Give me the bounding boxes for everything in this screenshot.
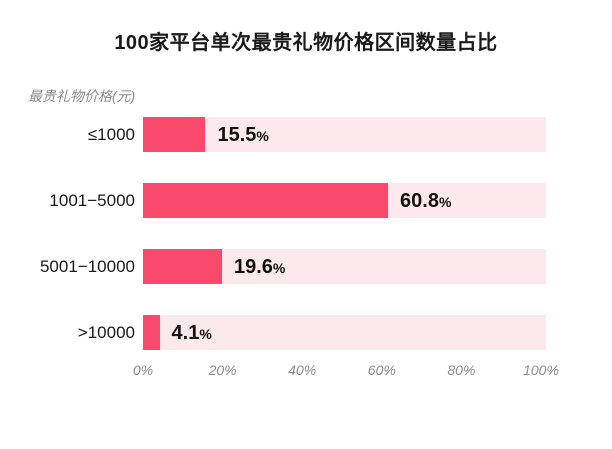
- bar-track: 19.6%: [143, 249, 546, 284]
- chart-title: 100家平台单次最贵礼物价格区间数量占比: [114, 32, 498, 54]
- value-number: 60.8: [400, 189, 439, 212]
- category-label: ≤1000: [87, 124, 135, 144]
- value-number: 4.1: [171, 321, 200, 344]
- value-unit: %: [438, 193, 452, 210]
- bar-row: 5001−10000 19.6%: [0, 249, 612, 284]
- bar: [143, 183, 389, 218]
- bar-rows: ≤1000 15.5% 1001−5000 60.8% 5001−10000 19.6% >…: [0, 117, 612, 381]
- value-label: 60.8%: [400, 191, 451, 211]
- category-label: >10000: [77, 322, 135, 342]
- value-unit: %: [272, 259, 286, 276]
- value-unit: %: [256, 127, 269, 144]
- value-label: 4.1%: [172, 323, 212, 343]
- x-tick-label: 40%: [288, 362, 317, 378]
- x-tick-label: 80%: [447, 362, 476, 378]
- bar-row: ≤1000 15.5%: [0, 117, 612, 152]
- bar-row: >10000 4.1%: [0, 315, 612, 350]
- x-tick-label: 0%: [132, 362, 154, 378]
- y-axis-label: 最贵礼物价格(元): [28, 88, 136, 104]
- x-tick-label: 20%: [208, 362, 237, 378]
- bar-track: 4.1%: [143, 315, 546, 350]
- bar: [143, 315, 160, 350]
- bar-row: 1001−5000 60.8%: [0, 183, 612, 218]
- bar: [143, 249, 222, 284]
- x-tick-label: 60%: [367, 362, 396, 378]
- bar-track: 60.8%: [143, 183, 546, 218]
- bar: [143, 117, 206, 152]
- value-label: 19.6%: [234, 257, 285, 277]
- x-tick-label: 100%: [523, 362, 559, 378]
- x-axis: 0% 20% 40% 60% 80% 100%: [133, 362, 559, 380]
- value-unit: %: [199, 325, 212, 342]
- category-label: 1001−5000: [49, 190, 135, 210]
- value-label: 15.5%: [217, 125, 268, 145]
- category-label: 5001−10000: [39, 256, 135, 276]
- bar-track: 15.5%: [143, 117, 546, 152]
- value-number: 19.6: [233, 255, 273, 278]
- value-number: 15.5: [217, 123, 257, 146]
